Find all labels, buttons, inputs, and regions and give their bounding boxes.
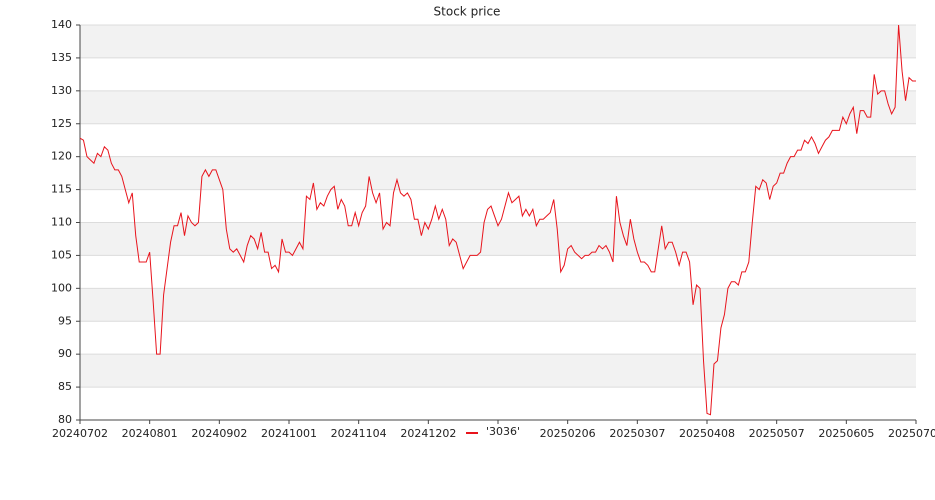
x-tick-label: 20250307	[609, 427, 665, 440]
legend-box	[462, 424, 530, 440]
x-tick-label: 20241001	[261, 427, 317, 440]
y-tick-label: 125	[51, 117, 72, 130]
y-tick-label: 115	[51, 183, 72, 196]
y-tick-label: 130	[51, 84, 72, 97]
x-tick-label: 20250703	[888, 427, 935, 440]
y-tick-label: 120	[51, 150, 72, 163]
x-tick-label: 20240801	[122, 427, 178, 440]
price-line	[79, 24, 916, 416]
y-tick-label: 105	[51, 248, 72, 261]
legend-label: '3036'	[486, 425, 520, 438]
y-tick-label: 85	[58, 380, 72, 393]
x-tick-label: 20240902	[191, 427, 247, 440]
grid-band	[80, 288, 916, 322]
x-tick-label: 20250605	[818, 427, 874, 440]
grid-band	[80, 25, 916, 58]
y-tick-label: 80	[58, 413, 72, 426]
grid-band	[80, 222, 916, 256]
y-tick-label: 95	[58, 314, 72, 327]
x-tick-label: 20250206	[540, 427, 596, 440]
grid-band	[80, 90, 916, 124]
x-tick-label: 20250507	[749, 427, 805, 440]
y-tick-label: 110	[51, 216, 72, 229]
grid-band	[80, 354, 916, 388]
x-tick-label: 20250408	[679, 427, 735, 440]
x-tick-label: 20241202	[400, 427, 456, 440]
chart-title: Stock price	[434, 5, 501, 19]
x-tick-label: 20240702	[52, 427, 108, 440]
grid-band	[80, 156, 916, 190]
x-tick-label: 20241104	[331, 427, 387, 440]
y-tick-label: 135	[51, 51, 72, 64]
y-tick-label: 140	[51, 18, 72, 31]
y-tick-label: 90	[58, 347, 72, 360]
y-tick-label: 100	[51, 281, 72, 294]
